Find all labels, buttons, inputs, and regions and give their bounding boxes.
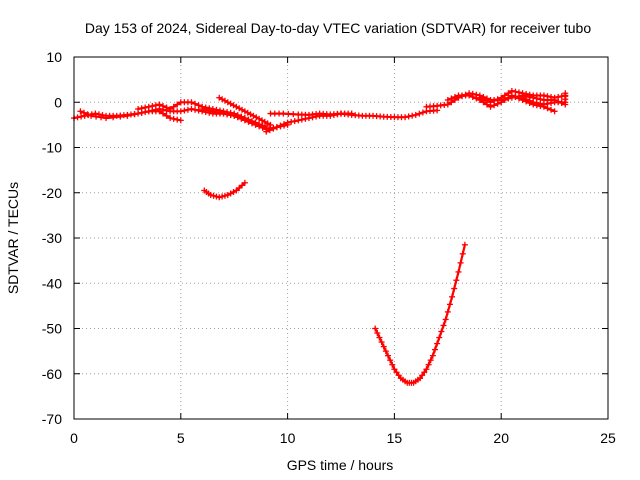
series-sat-track-l xyxy=(519,90,569,108)
y-tick-label: -20 xyxy=(42,185,62,201)
series-sat-track-h xyxy=(338,107,441,121)
y-tick-label: -70 xyxy=(42,411,62,427)
y-tick-label: -10 xyxy=(42,140,62,156)
x-tick-labels: 0 5 10 15 20 25 xyxy=(70,430,616,446)
y-tick-label: -40 xyxy=(42,275,62,291)
series-line xyxy=(374,243,466,384)
y-tick-label: 0 xyxy=(54,94,62,110)
x-tick-label: 5 xyxy=(177,430,185,446)
series-sat-track-b xyxy=(77,108,184,124)
y-tick-label: -60 xyxy=(42,366,62,382)
grid xyxy=(74,57,608,419)
x-tick-label: 10 xyxy=(280,430,296,446)
series-sat-track-m xyxy=(201,179,248,201)
y-tick-label: -30 xyxy=(42,230,62,246)
series-sat-track-n xyxy=(372,241,468,386)
series-sat-track-g xyxy=(267,110,344,118)
x-tick-label: 25 xyxy=(600,430,616,446)
chart-title: Day 153 of 2024, Sidereal Day-to-day VTE… xyxy=(85,20,592,36)
plot-frame xyxy=(73,56,609,420)
x-tick-label: 0 xyxy=(70,430,78,446)
x-tick-label: 15 xyxy=(387,430,403,446)
series-sat-track-k xyxy=(476,87,569,106)
x-tick-label: 20 xyxy=(493,430,509,446)
series-layer xyxy=(71,87,569,386)
y-tick-label: 10 xyxy=(46,49,62,65)
series-sat-track-e xyxy=(216,94,274,128)
y-tick-labels: 10 0 -10 -20 -30 -40 -50 -60 -70 xyxy=(42,49,62,427)
y-axis-label: SDTVAR / TECUs xyxy=(5,182,21,294)
y-tick-label: -50 xyxy=(42,321,62,337)
x-axis-label: GPS time / hours xyxy=(287,457,394,473)
